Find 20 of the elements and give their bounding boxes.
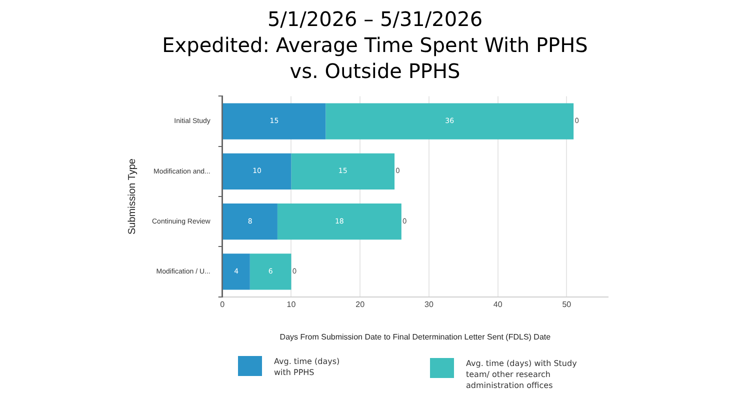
x-tick-label: 10 — [286, 300, 296, 309]
chart-subtitle: Expedited: Average Time Spent With PPHS vs. Outside PPHS — [161, 32, 589, 84]
x-tick-label: 30 — [424, 300, 434, 309]
bar — [291, 153, 395, 190]
y-axis-title: Submission Type — [126, 158, 138, 234]
x-tick-label: 0 — [220, 300, 226, 309]
text: Avg. time (days) with Study team/ other research administration offices — [466, 358, 578, 391]
chart-title: 5/1/2026 – 5/31/2026 — [266, 6, 484, 32]
x-axis-title: Days From Submission Date to Final Determination Letter Sent (FDLS) Date — [280, 332, 552, 342]
bar — [222, 254, 250, 290]
x-tick-label: 40 — [493, 300, 503, 309]
bar — [222, 204, 278, 240]
x-tick-label: 50 — [562, 300, 572, 309]
bar — [222, 103, 326, 140]
bar — [277, 204, 402, 240]
text: Avg. time (days) with PPHS — [274, 356, 341, 378]
x-tick-label: 20 — [356, 300, 366, 309]
bar — [326, 103, 574, 140]
bar — [222, 153, 292, 190]
bar — [250, 254, 292, 290]
